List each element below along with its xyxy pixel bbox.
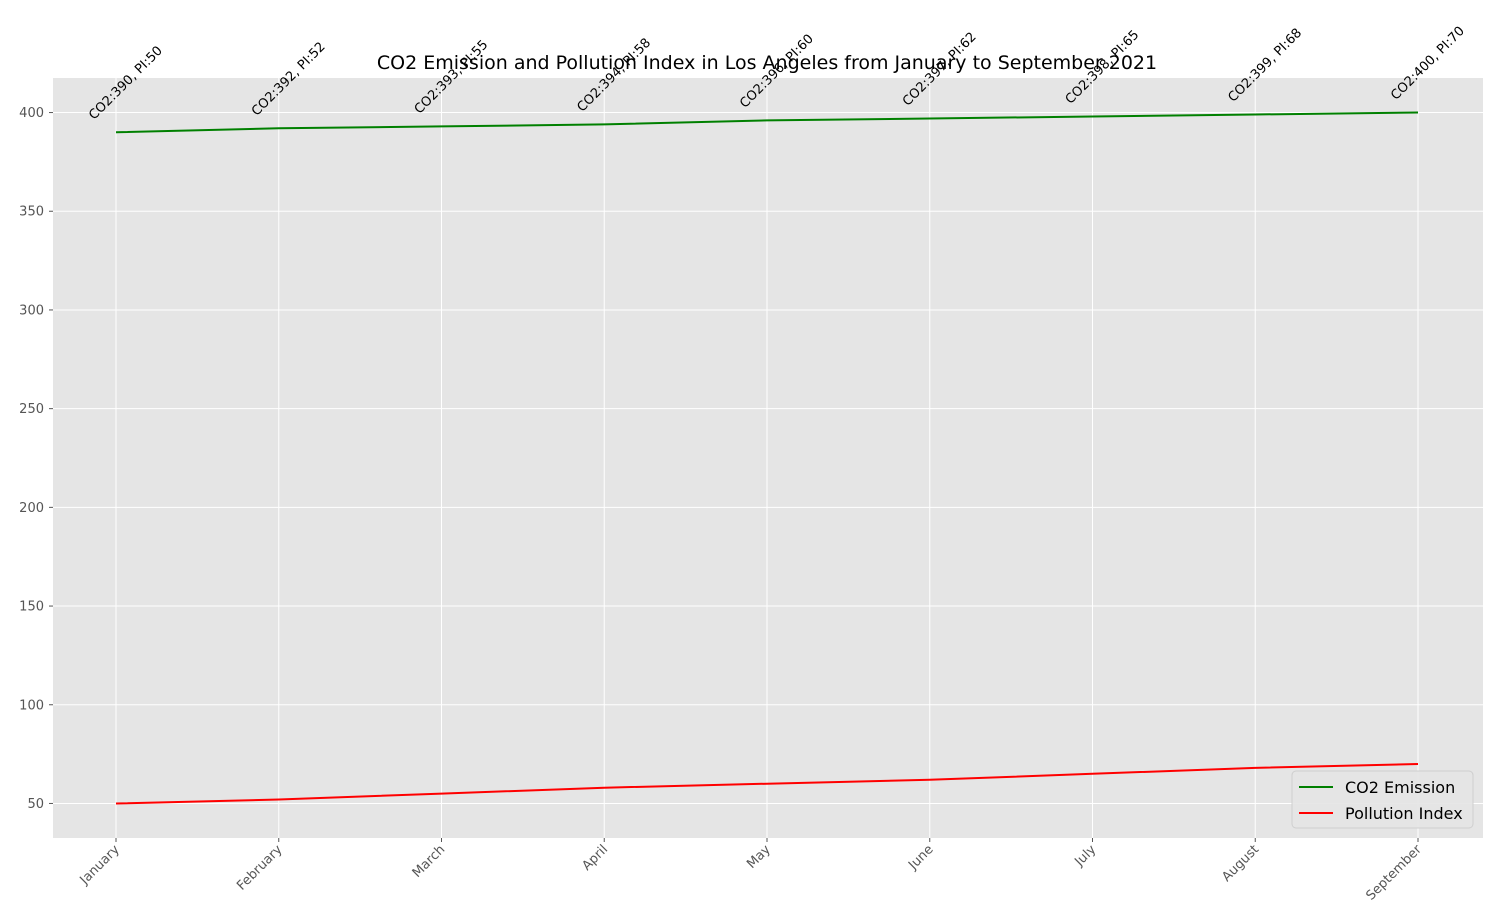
legend: CO2 Emission Pollution Index <box>1291 770 1474 829</box>
series-line-0 <box>115 111 1419 134</box>
plot-area <box>53 78 1483 838</box>
x-tick-label: January <box>77 842 123 888</box>
x-tick-label: March <box>410 842 449 881</box>
y-tick-label: 400 <box>19 106 44 121</box>
legend-label-0: CO2 Emission <box>1345 778 1455 797</box>
x-tick-label: February <box>234 842 286 894</box>
chart-title: CO2 Emission and Pollution Index in Los … <box>377 52 1157 74</box>
y-axis: 50 100 150 200 250 300 350 400 <box>19 106 53 812</box>
series-line-1 <box>115 763 1419 805</box>
y-tick-label: 50 <box>27 797 44 812</box>
x-tick-label: June <box>905 842 936 873</box>
grid-lines <box>53 78 1483 838</box>
legend-box <box>1291 770 1474 829</box>
y-tick-label: 150 <box>19 600 44 615</box>
series-layer <box>115 111 1419 805</box>
y-tick-label: 350 <box>19 205 44 220</box>
x-tick-label: July <box>1071 842 1099 870</box>
y-tick-label: 250 <box>19 402 44 417</box>
legend-label-1: Pollution Index <box>1345 804 1463 823</box>
y-tick-label: 300 <box>19 303 44 318</box>
x-tick-label: April <box>579 842 611 874</box>
x-tick-label: May <box>744 842 774 872</box>
y-tick-label: 200 <box>19 501 44 516</box>
x-tick-label: August <box>1219 842 1262 885</box>
y-tick-label: 100 <box>19 698 44 713</box>
x-tick-label: September <box>1363 842 1425 900</box>
x-axis: January February March April May June July Augu… <box>77 838 1425 900</box>
